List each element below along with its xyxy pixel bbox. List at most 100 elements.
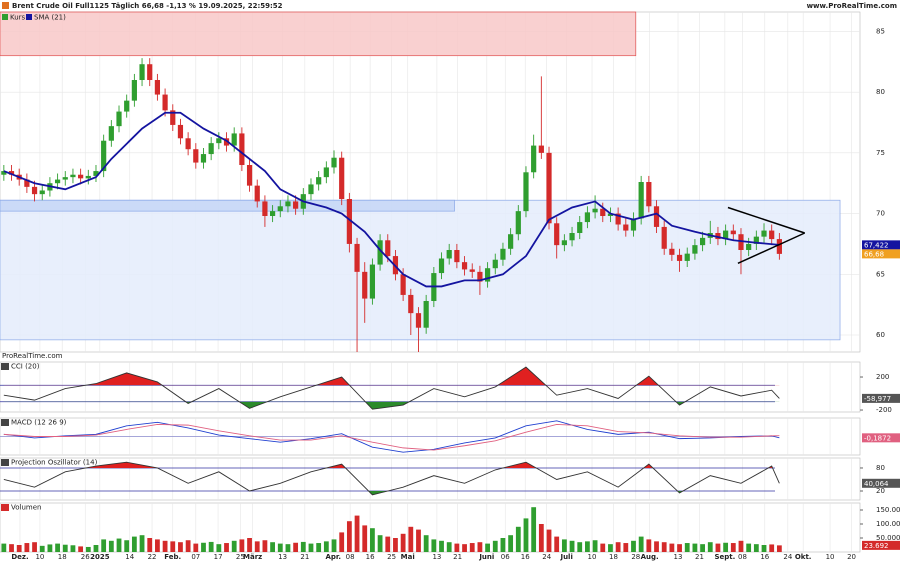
x-tick-label: 25: [387, 553, 396, 561]
y-tick-label: 50.000: [876, 534, 900, 542]
trendline: [737, 232, 806, 265]
panel-title-box: [1, 363, 9, 370]
header-icon: [2, 2, 9, 9]
x-tick-label: 18: [58, 553, 67, 561]
volume-bar: [477, 542, 483, 552]
volume-bar: [300, 541, 306, 552]
x-tick-label: 14: [125, 553, 134, 561]
volume-bar: [116, 538, 122, 552]
panel-title-box: [1, 459, 9, 466]
volume-bar: [569, 540, 575, 552]
volume-bar: [9, 544, 14, 552]
volume-bar: [469, 543, 475, 552]
candle-body: [331, 157, 337, 168]
panel-title: Projection Oszillator (14): [11, 459, 98, 467]
volume-bar: [423, 535, 429, 552]
candle-body: [193, 149, 199, 163]
price-label: 66,68: [864, 250, 884, 258]
volume-bar: [277, 543, 283, 552]
y-tick-label: 100.000: [876, 520, 900, 528]
y-tick-label: 80: [876, 464, 885, 472]
y-tick-label: 75: [876, 149, 885, 157]
candle-body: [147, 64, 153, 80]
candle-body: [500, 248, 506, 260]
volume-bar: [385, 536, 391, 552]
header-title: Brent Crude Oil Full1125 Täglich 66,68 -…: [12, 2, 283, 10]
candle-body: [715, 233, 721, 240]
x-tick-label: Juni: [478, 553, 494, 561]
volume-bar: [323, 541, 329, 552]
legend-label: SMA (21): [34, 14, 66, 22]
volume-bar: [408, 526, 414, 552]
volume-bar: [193, 543, 199, 552]
candle-body: [316, 177, 322, 185]
candle-body: [277, 206, 283, 212]
panel-frame: [0, 417, 861, 456]
volume-bar: [661, 542, 667, 552]
price-label: -58,977: [864, 395, 891, 403]
volume-bar: [393, 538, 398, 552]
oversold-fill: [3, 401, 780, 410]
volume-bar: [285, 544, 291, 552]
volume-bar: [24, 543, 30, 552]
candle-body: [170, 110, 176, 125]
volume-bar: [62, 544, 68, 552]
candle-body: [746, 243, 752, 250]
x-tick-label: Okt.: [795, 553, 812, 561]
panel-frame: [0, 457, 861, 501]
volume-bar: [577, 542, 583, 552]
zone: [0, 199, 455, 212]
candle-body: [423, 301, 429, 328]
candle-body: [484, 268, 491, 282]
candle-body: [584, 212, 591, 223]
volume-bar: [78, 546, 84, 552]
x-tick-label: 08: [346, 553, 355, 561]
panel-title-box: [1, 504, 9, 511]
y-tick-label: 85: [876, 27, 885, 35]
candle-body: [561, 240, 567, 246]
zone: [0, 11, 637, 57]
volume-bar: [308, 543, 314, 552]
volume-bar: [377, 535, 383, 552]
x-tick-label: 26: [81, 553, 90, 561]
candle-body: [323, 167, 329, 178]
candle-body: [339, 157, 345, 199]
legend-swatch: [2, 14, 8, 20]
volume-bar: [346, 521, 352, 552]
volume-bar: [707, 542, 713, 552]
candle-body: [62, 177, 68, 180]
candle-body: [254, 185, 260, 202]
candle-body: [262, 201, 268, 216]
x-tick-label: Mai: [401, 553, 415, 561]
candle-body: [438, 258, 445, 274]
candle-body: [101, 140, 107, 172]
volume-bar: [592, 540, 598, 552]
volume-bar: [178, 542, 183, 552]
panel-title-box: [1, 419, 9, 426]
volume-bar: [370, 528, 375, 552]
volume-bar: [738, 540, 744, 552]
candle-body: [538, 145, 544, 153]
volume-bar: [270, 542, 275, 552]
price-label: 67,422: [864, 241, 889, 249]
volume-bar: [208, 541, 214, 552]
volume-bar: [93, 545, 99, 552]
volume-bar: [216, 544, 222, 552]
volume-bar: [730, 543, 736, 552]
watermark: ProRealTime.com: [2, 352, 63, 360]
candle-body: [216, 138, 222, 144]
volume-bar: [608, 544, 613, 552]
x-tick-label: 2025: [90, 553, 110, 561]
candle-body: [769, 230, 775, 240]
volume-bar: [523, 518, 529, 552]
trendline: [727, 206, 805, 234]
candle-body: [177, 124, 184, 139]
volume-bar: [776, 545, 782, 552]
volume-bar: [247, 538, 252, 552]
candle-body: [653, 206, 660, 227]
x-tick-label: 20: [847, 553, 856, 561]
candle-body: [200, 154, 207, 163]
indicator-line: [3, 420, 780, 453]
volume-bar: [462, 544, 467, 552]
volume-bar: [185, 540, 191, 552]
